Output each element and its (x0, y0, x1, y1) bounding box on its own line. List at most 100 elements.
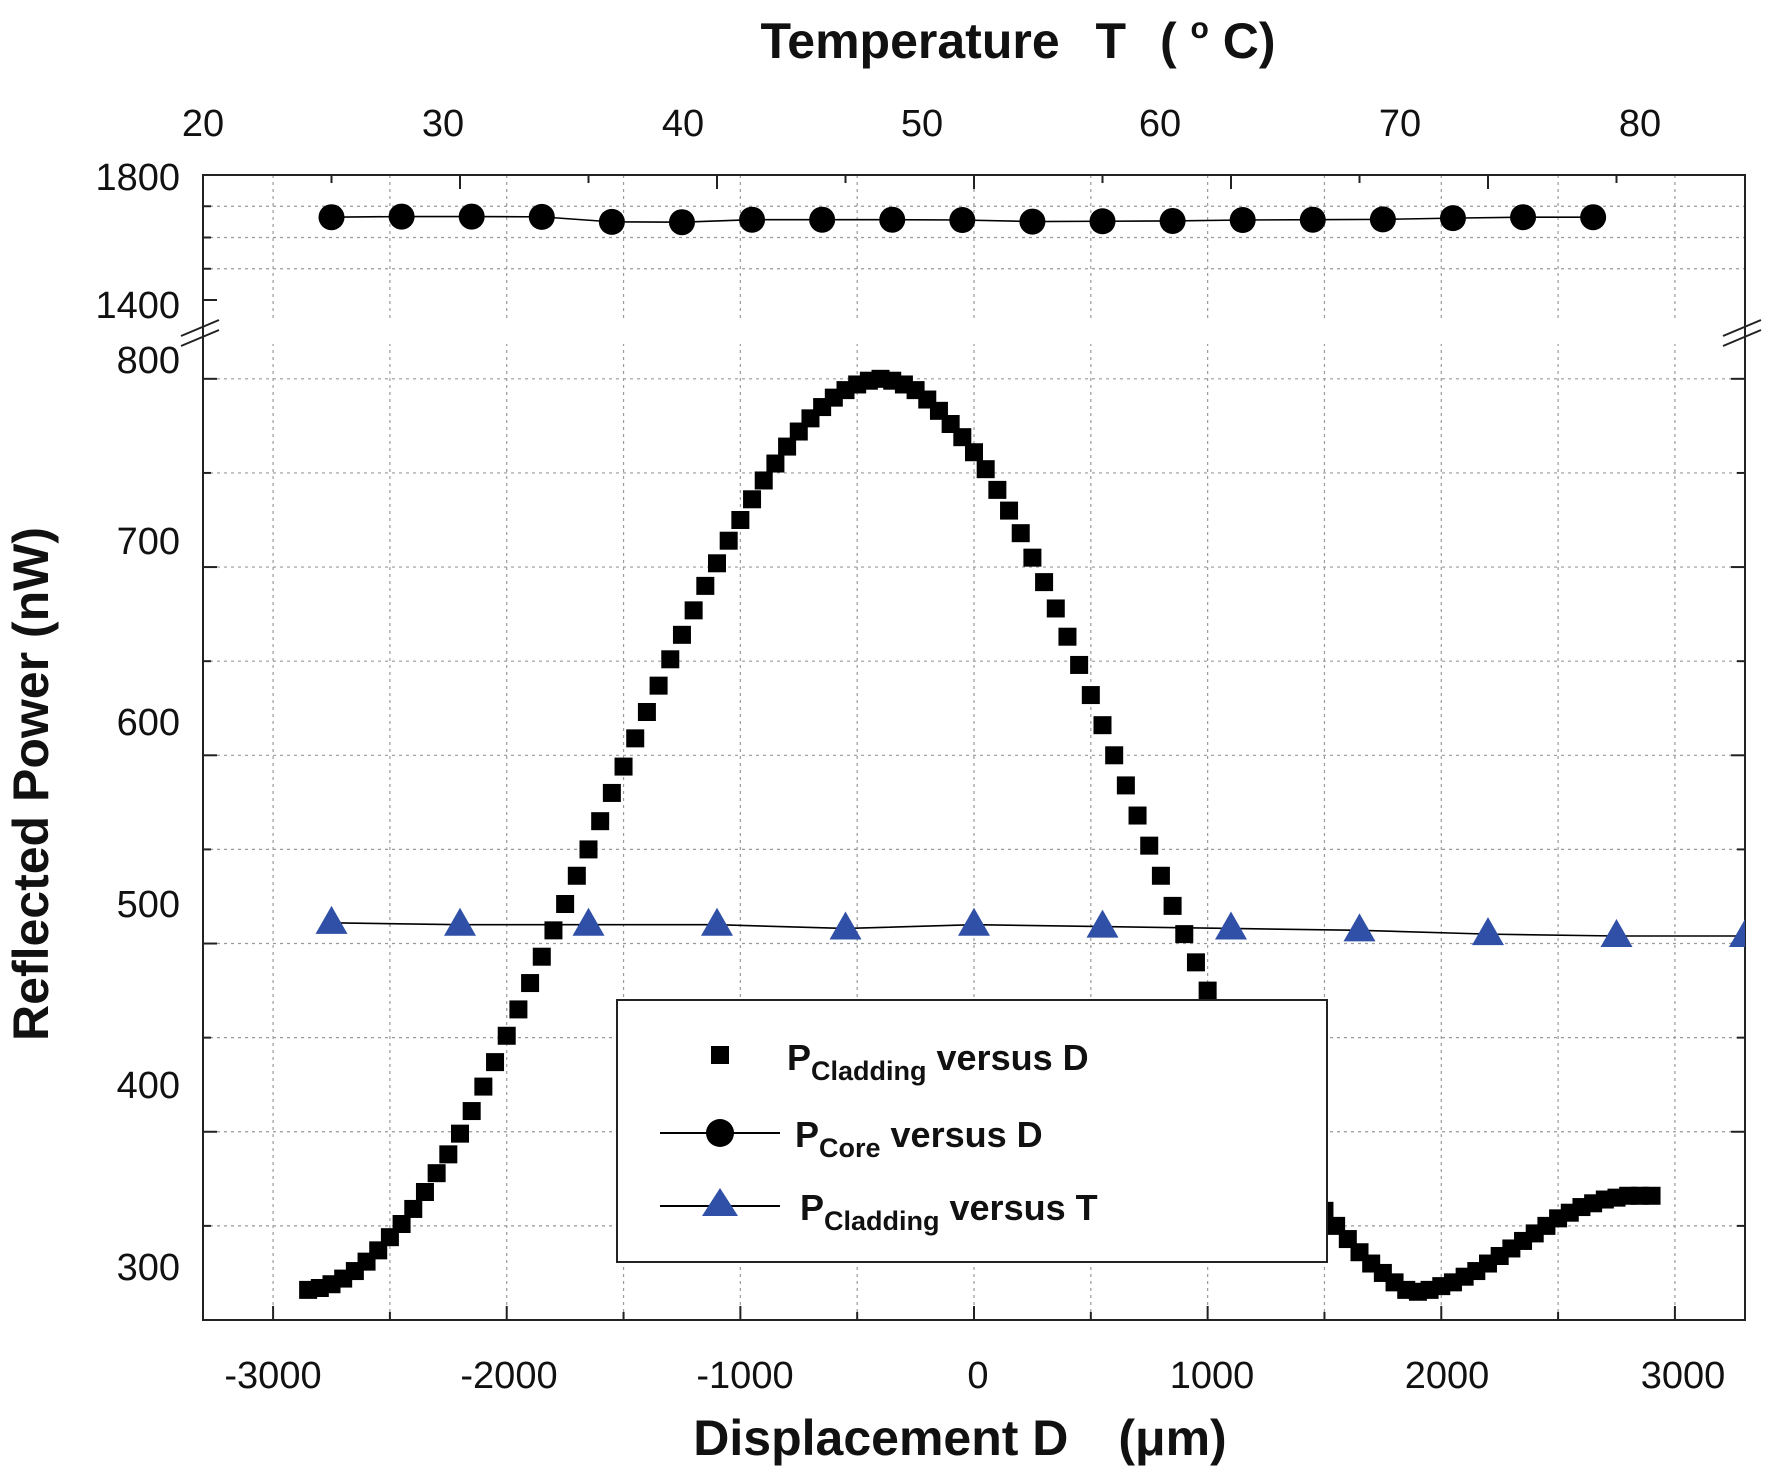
data-point-triangle (1472, 917, 1504, 946)
data-point-triangle (444, 907, 476, 936)
data-point-circle (1299, 206, 1326, 233)
top-tick-label: 30 (422, 103, 464, 145)
legend: PCladding versus D PCore versus D PCladd… (616, 999, 1328, 1263)
legend-label-core-d: PCore versus D (795, 1114, 1043, 1163)
x-tick-label: 1000 (1170, 1355, 1255, 1397)
data-point-square (965, 443, 983, 462)
data-point-square (497, 1026, 516, 1045)
data-point-square (976, 460, 995, 479)
data-point-square (696, 576, 715, 595)
data-point-triangle (829, 911, 862, 940)
data-point-circle (879, 206, 906, 233)
data-point-square (766, 454, 785, 473)
x-tick-label: -3000 (224, 1355, 321, 1397)
data-point-square (509, 1000, 528, 1019)
data-point-square (544, 921, 563, 940)
legend-label-rest: versus D (927, 1037, 1089, 1078)
x-tick-label: -1000 (696, 1355, 793, 1397)
data-point-triangle (958, 907, 990, 936)
data-point-square (1023, 548, 1042, 567)
data-point-square (778, 437, 797, 456)
series-core-vs-d (318, 203, 1607, 236)
axis-break-mark (180, 329, 220, 347)
data-point-circle (949, 207, 976, 233)
x-tick-label: -2000 (460, 1355, 557, 1397)
legend-label-sub: Core (819, 1133, 881, 1163)
data-point-square (1163, 896, 1182, 915)
top-tick-label: 50 (901, 103, 943, 145)
top-axis-unit-open: ( (1160, 13, 1177, 69)
x-axis-title-text: Displacement D (693, 1410, 1068, 1466)
data-point-square (474, 1077, 493, 1096)
data-point-square (719, 531, 738, 550)
data-point-circle (1089, 208, 1116, 235)
data-point-square (404, 1199, 423, 1218)
legend-label-sub: Cladding (811, 1056, 927, 1086)
y-tick-label: 700 (117, 521, 180, 563)
top-tick-label: 80 (1619, 103, 1661, 145)
axis-break-mark (1722, 319, 1762, 337)
x-axis-title: Displacement D (μm) (693, 1410, 1226, 1466)
legend-triangle-marker (702, 1188, 738, 1216)
data-point-square (1128, 806, 1147, 825)
data-point-circle (1019, 208, 1046, 235)
axis-break-gap (199, 320, 1749, 344)
y-axis-title: Reflected Power (nW) (3, 527, 59, 1041)
data-point-square (1011, 524, 1030, 543)
x-tick-label: 3000 (1641, 1355, 1726, 1397)
data-point-circle (1580, 204, 1607, 231)
legend-label-main: P (787, 1037, 811, 1078)
legend-label-rest: versus D (881, 1114, 1043, 1155)
data-point-triangle (572, 907, 605, 936)
data-point-circle (1439, 205, 1466, 232)
data-point-circle (1229, 207, 1256, 233)
data-point-circle (668, 209, 695, 236)
data-point-square (637, 703, 656, 721)
axis-ticks (202, 174, 1746, 1321)
data-point-square (462, 1102, 481, 1121)
data-point-circle (598, 208, 625, 235)
y-tick-label: 400 (117, 1065, 180, 1107)
data-point-square (1175, 925, 1194, 944)
data-point-square (415, 1183, 434, 1201)
data-point-square (392, 1215, 411, 1233)
axis-break-mark (1722, 329, 1762, 347)
top-tick-label: 20 (182, 103, 224, 145)
data-point-square (567, 866, 586, 885)
legend-square-marker (711, 1046, 729, 1064)
data-point-square (1116, 776, 1135, 795)
data-point-square (754, 471, 773, 490)
data-point-square (1046, 599, 1065, 618)
axis-break-mark (180, 319, 220, 337)
top-axis-title: Temperature T ( o C) (760, 0, 1275, 69)
data-point-circle (1510, 204, 1537, 231)
top-tick-label: 60 (1139, 103, 1181, 145)
x-axis-unit: (μm) (1118, 1410, 1226, 1466)
y-tick-label: 800 (117, 340, 180, 382)
data-point-circle (458, 203, 485, 230)
legend-label-sub: Cladding (824, 1206, 940, 1236)
data-point-triangle (315, 905, 348, 934)
series-line (331, 922, 1745, 937)
data-point-square (1151, 866, 1170, 885)
data-point-square (672, 625, 691, 644)
series-cladding-vs-t (315, 905, 1745, 947)
data-point-square (684, 601, 703, 620)
data-point-square (521, 974, 540, 993)
data-point-square (1058, 627, 1077, 646)
data-point-triangle (1729, 919, 1745, 947)
y-tick-labels: 300 400 500 600 700 800 1400 1800 (95, 157, 180, 1289)
data-point-square (626, 729, 645, 748)
data-point-square (579, 840, 598, 859)
top-axis-unit-sup: o (1191, 12, 1209, 45)
data-point-square (1186, 953, 1205, 972)
data-point-square (1642, 1186, 1661, 1205)
data-point-square (649, 676, 668, 695)
top-tick-labels: 20 30 40 50 60 70 80 (182, 103, 1661, 145)
y-tick-label: 500 (117, 884, 180, 926)
data-point-square (743, 490, 762, 509)
data-point-square (661, 650, 680, 669)
data-point-circle (388, 203, 415, 230)
data-point-square (1198, 981, 1217, 1000)
